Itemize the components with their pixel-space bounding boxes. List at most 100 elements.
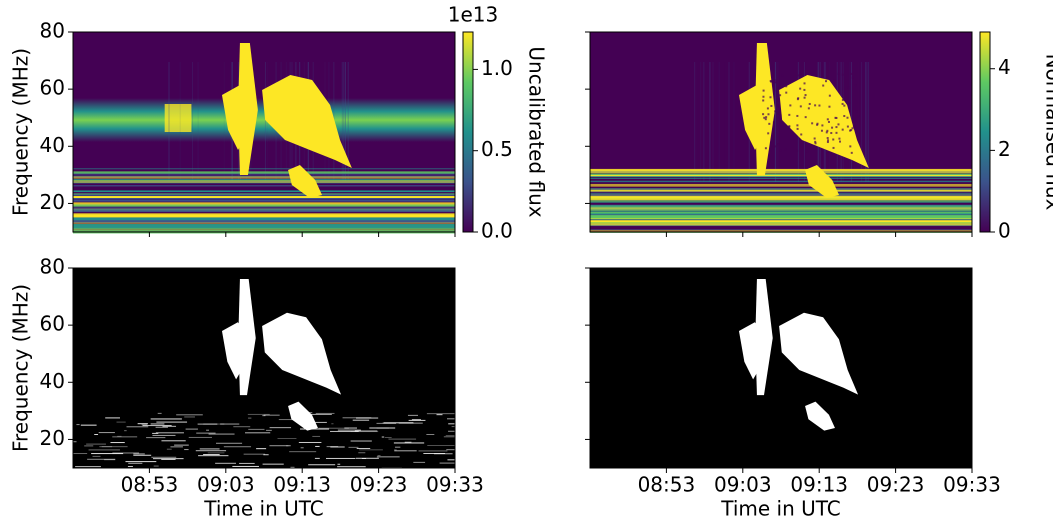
burst-speck bbox=[850, 72, 853, 75]
rfi-speck bbox=[447, 418, 468, 420]
rfi-speck bbox=[393, 442, 425, 444]
rfi-speck bbox=[326, 446, 339, 448]
burst bbox=[288, 401, 318, 431]
burst-speck bbox=[770, 104, 773, 107]
rfi-speck bbox=[408, 419, 426, 421]
faint-streak bbox=[168, 62, 170, 182]
burst-speck bbox=[767, 113, 770, 116]
rfi-speck bbox=[76, 424, 80, 426]
faint-streak bbox=[709, 62, 711, 182]
burst-speck bbox=[776, 104, 779, 107]
rfi-speck bbox=[308, 464, 336, 466]
faint-streak bbox=[723, 62, 724, 182]
y-tick-label: 80 bbox=[40, 19, 65, 43]
burst-speck bbox=[828, 94, 831, 97]
rfi-speck bbox=[198, 455, 229, 457]
burst-speck bbox=[807, 107, 810, 110]
burst-speck bbox=[796, 149, 799, 152]
y-tick-label: 60 bbox=[40, 312, 65, 336]
rfi-speck bbox=[407, 414, 419, 416]
burst-speck bbox=[846, 116, 849, 119]
burst-speck bbox=[837, 123, 840, 126]
burst-speck bbox=[808, 102, 811, 105]
rfi-speck bbox=[207, 452, 225, 454]
rfi-speck bbox=[337, 429, 361, 431]
faint-streak bbox=[344, 62, 346, 182]
rfi-speck bbox=[381, 436, 385, 438]
rfi-speck bbox=[394, 449, 397, 451]
rfi-speck bbox=[88, 449, 120, 451]
rfi-speck bbox=[290, 466, 295, 468]
rfi-speck bbox=[376, 456, 400, 458]
burst-speck bbox=[853, 125, 856, 128]
burst-speck bbox=[814, 104, 817, 107]
rfi-speck bbox=[94, 434, 99, 436]
burst-speck bbox=[775, 102, 778, 105]
faint-streak bbox=[866, 62, 868, 182]
burst-speck bbox=[832, 146, 835, 149]
rfi-stripe bbox=[73, 210, 455, 213]
burst-speck bbox=[835, 116, 838, 119]
rfi-stripe bbox=[73, 190, 455, 193]
rfi-speck bbox=[359, 449, 383, 451]
rfi-speck bbox=[156, 421, 188, 423]
rfi-speck bbox=[315, 445, 320, 447]
rfi-speck bbox=[155, 432, 184, 434]
rfi-stripe bbox=[590, 177, 972, 180]
colorbar-label: Normalised flux bbox=[1042, 54, 1053, 211]
rfi-speck bbox=[245, 432, 271, 434]
rfi-speck bbox=[155, 426, 168, 428]
burst-speck bbox=[816, 123, 819, 126]
rfi-speck bbox=[188, 436, 212, 438]
burst-speck bbox=[846, 125, 849, 128]
rfi-stripe bbox=[590, 223, 972, 226]
rfi-speck bbox=[436, 414, 443, 416]
burst-speck bbox=[799, 72, 802, 75]
burst-speck bbox=[774, 110, 777, 113]
x-tick-label: 09:33 bbox=[426, 473, 484, 497]
burst-speck bbox=[814, 140, 817, 143]
rfi-stripe bbox=[590, 205, 972, 209]
rfi-stripe bbox=[73, 225, 455, 229]
rfi-stripe bbox=[73, 209, 455, 211]
rfi-speck bbox=[243, 453, 266, 455]
faint-streak bbox=[179, 62, 181, 182]
rfi-speck bbox=[195, 450, 227, 452]
burst-speck bbox=[832, 138, 835, 141]
burst-speck bbox=[848, 101, 851, 104]
burst-speck bbox=[800, 133, 803, 136]
burst-speck bbox=[828, 105, 831, 108]
rfi-stripe bbox=[590, 220, 972, 223]
rfi-speck bbox=[133, 454, 152, 456]
rfi-stripe bbox=[590, 175, 972, 178]
faint-streak bbox=[700, 62, 702, 182]
colorbar-tick-label: 1.0 bbox=[481, 56, 513, 80]
burst bbox=[738, 322, 768, 380]
rfi-stripe bbox=[73, 204, 455, 207]
heatmap-image bbox=[590, 32, 972, 233]
rfi-speck bbox=[384, 437, 392, 439]
burst-speck bbox=[785, 91, 788, 94]
rfi-stripe bbox=[73, 185, 455, 187]
x-tick-label: 09:23 bbox=[350, 473, 408, 497]
burst-speck bbox=[797, 74, 800, 77]
rfi-speck bbox=[443, 436, 458, 438]
rfi-speck bbox=[101, 446, 113, 448]
rfi-speck bbox=[80, 424, 97, 426]
rfi-speck bbox=[388, 438, 417, 440]
rfi-stripe bbox=[590, 180, 972, 183]
axes-frame bbox=[72, 31, 456, 233]
faint-streak bbox=[347, 62, 349, 182]
burst-speck bbox=[849, 145, 852, 148]
rfi-speck bbox=[203, 454, 220, 456]
burst-speck bbox=[769, 96, 772, 99]
burst-speck bbox=[841, 98, 844, 101]
faint-streak bbox=[865, 62, 867, 182]
rfi-speck bbox=[358, 452, 366, 454]
rfi-speck bbox=[344, 427, 358, 429]
burst-speck bbox=[821, 124, 824, 127]
y-tick-label: 60 bbox=[40, 76, 65, 100]
axes-frame bbox=[589, 31, 973, 233]
band-bright bbox=[164, 104, 192, 132]
rfi-speck bbox=[125, 461, 157, 463]
